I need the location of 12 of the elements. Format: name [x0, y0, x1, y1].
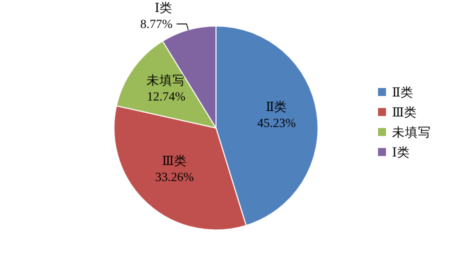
legend-label: Ⅲ类: [392, 106, 418, 120]
slice-label: 未填写: [146, 73, 186, 88]
slice-label: Ⅱ类: [266, 100, 288, 114]
slice-label: Ⅲ类: [162, 154, 188, 168]
slice-label: Ⅰ类: [154, 0, 173, 15]
legend-label: 未填写: [392, 126, 431, 140]
data-label: 8.77%: [140, 16, 173, 31]
data-label: 33.26%: [155, 170, 194, 184]
data-label: 45.23%: [257, 116, 296, 130]
legend-label: Ⅰ类: [392, 146, 410, 160]
legend-label: Ⅱ类: [392, 86, 414, 100]
data-label: 12.74%: [146, 89, 186, 104]
